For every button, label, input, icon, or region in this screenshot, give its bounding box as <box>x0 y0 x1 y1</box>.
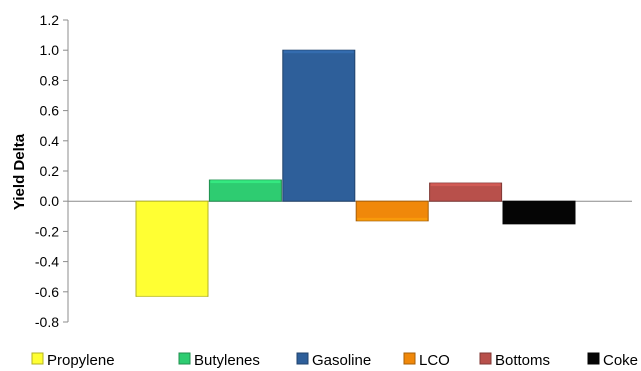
legend-item-coke: Coke <box>587 352 638 369</box>
legend-swatch <box>31 352 44 365</box>
bar-bottoms <box>429 182 503 202</box>
y-tick-label: 0.0 <box>40 193 60 209</box>
legend-label: Gasoline <box>312 352 371 369</box>
y-tick-label: -0.8 <box>35 314 59 330</box>
bar-rect <box>502 200 576 225</box>
bar-highlight <box>357 217 428 221</box>
bar-highlight <box>137 293 207 297</box>
legend-label: Butylenes <box>194 352 260 369</box>
y-tick-label: 1.2 <box>40 12 60 28</box>
legend-swatch <box>587 352 600 365</box>
legend-item-propylene: Propylene <box>31 352 115 369</box>
legend-swatch <box>479 352 492 365</box>
y-tick-label: -0.2 <box>35 223 59 239</box>
legend-item-butylenes: Butylenes <box>178 352 260 369</box>
legend-label: LCO <box>419 352 450 369</box>
bar-highlight <box>283 50 354 54</box>
bar-highlight <box>210 180 281 184</box>
legend-swatch <box>178 352 191 365</box>
legend-item-gasoline: Gasoline <box>296 352 371 369</box>
legend-swatch <box>296 352 309 365</box>
bar-lco <box>355 200 429 222</box>
y-tick-label: 0.8 <box>40 72 60 88</box>
y-tick-label: 0.2 <box>40 163 60 179</box>
bar-butylenes <box>208 179 282 202</box>
y-tick-label: 0.4 <box>40 133 60 149</box>
y-axis-label: Yield Delta <box>11 133 28 210</box>
bar-highlight <box>430 183 501 187</box>
y-tick-label: 1.0 <box>40 42 60 58</box>
legend-item-bottoms: Bottoms <box>479 352 550 369</box>
y-tick-label: 0.6 <box>40 103 60 119</box>
bar-gasoline <box>282 49 356 202</box>
chart-bars <box>135 49 576 297</box>
bar-highlight <box>504 220 574 224</box>
legend-label: Coke <box>603 352 638 369</box>
bar-rect <box>135 200 209 297</box>
y-axis-ticks: -0.8 -0.6 -0.4 -0.2 0.0 0.2 0.4 0.6 0.8 1.0 1.2 <box>35 12 68 330</box>
bar-rect <box>208 179 282 202</box>
y-tick-label: -0.4 <box>35 254 59 270</box>
bar-propylene <box>135 200 209 297</box>
bar-rect <box>282 49 356 202</box>
legend-swatch <box>403 352 416 365</box>
legend-label: Bottoms <box>495 352 550 369</box>
legend-item-lco: LCO <box>403 352 450 369</box>
legend: Propylene Butylenes Gasoline LCO Bottoms Coke <box>31 352 638 369</box>
legend-label: Propylene <box>47 352 115 369</box>
y-tick-label: -0.6 <box>35 284 59 300</box>
bar-coke <box>502 200 576 225</box>
